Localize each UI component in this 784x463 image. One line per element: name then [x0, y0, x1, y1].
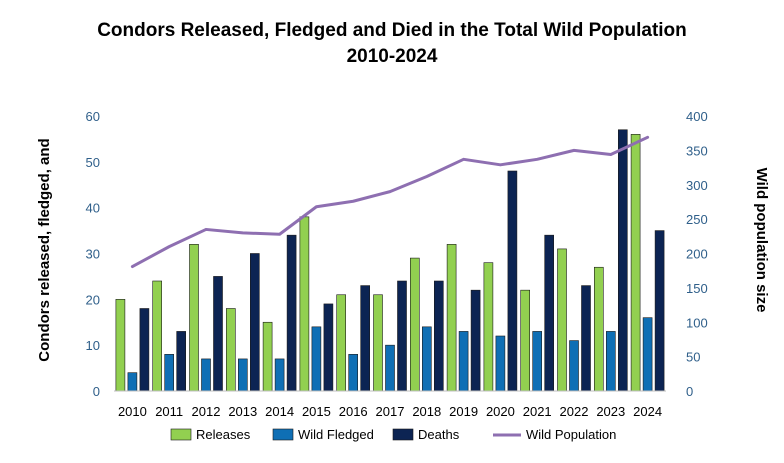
bar-deaths: [544, 234, 555, 392]
y2-tick-label: 100: [686, 315, 708, 330]
y-axis-title: Condors released, fledged, and: [36, 138, 53, 361]
x-tick-label: 2011: [155, 404, 183, 419]
bar-releases: [520, 289, 531, 392]
bar-deaths: [507, 170, 518, 392]
bar-wild-fledged: [238, 358, 248, 392]
x-tick-label: 2012: [192, 404, 221, 419]
legend-label: Deaths: [418, 427, 460, 442]
bar-wild-fledged: [164, 354, 174, 392]
x-tick-label: 2013: [228, 404, 257, 419]
bar-deaths: [250, 253, 260, 392]
x-tick-label: 2024: [633, 404, 662, 419]
bar-deaths: [360, 285, 371, 392]
bar-wild-fledged: [311, 326, 322, 392]
bar-deaths: [397, 280, 407, 392]
chart-title-line: Condors Released, Fledged and Died in th…: [97, 20, 687, 41]
bar-wild-fledged: [201, 358, 211, 392]
x-tick-label: 2018: [412, 404, 441, 419]
x-tick-label: 2019: [449, 404, 478, 419]
legend-swatch: [392, 428, 414, 441]
line-wild-population: [130, 135, 650, 269]
y2-axis-title: Wild population size: [753, 168, 770, 313]
bar-releases: [115, 299, 126, 392]
y2-tick-label: 400: [686, 109, 708, 124]
bar-releases: [593, 266, 604, 392]
bar-wild-fledged: [458, 331, 469, 392]
y2-tick-label: 350: [686, 143, 708, 158]
bar-releases: [336, 294, 347, 392]
bar-wild-fledged: [385, 344, 395, 392]
y-tick-label: 40: [86, 201, 100, 216]
bar-wild-fledged: [495, 335, 506, 392]
bar-deaths: [176, 331, 186, 392]
bar-wild-fledged: [532, 331, 543, 392]
chart-subtitle: 2010-2024: [346, 46, 438, 67]
bar-wild-fledged: [569, 340, 579, 392]
x-tick-label: 2017: [376, 404, 405, 419]
legend-label: Wild Population: [526, 427, 616, 442]
y-tick-label: 20: [86, 292, 100, 307]
y2-tick-label: 200: [686, 247, 708, 262]
x-tick-label: 2023: [596, 404, 625, 419]
bar-releases: [262, 321, 273, 392]
x-tick-label: 2010: [118, 404, 147, 419]
bar-wild-fledged: [642, 317, 653, 392]
bar-releases: [152, 280, 162, 392]
bar-deaths: [617, 129, 628, 392]
y2-tick-label: 250: [686, 212, 708, 227]
bar-releases: [630, 134, 641, 392]
bar-deaths: [470, 289, 481, 392]
bar-releases: [409, 257, 420, 392]
bar-wild-fledged: [605, 331, 616, 392]
y-tick-label: 10: [86, 338, 100, 353]
x-tick-label: 2016: [339, 404, 368, 419]
bar-releases: [299, 216, 310, 392]
y2-tick-label: 300: [686, 178, 708, 193]
bar-releases: [557, 248, 567, 392]
chart-title: Condors Released, Fledged and Died in th…: [0, 18, 784, 70]
x-tick-label: 2021: [523, 404, 552, 419]
bar-wild-fledged: [274, 358, 285, 392]
bar-releases: [373, 294, 383, 392]
bar-deaths: [139, 308, 150, 392]
legend-label: Wild Fledged: [298, 427, 374, 442]
bar-releases: [189, 244, 199, 392]
legend-label: Releases: [196, 427, 251, 442]
bar-deaths: [654, 230, 665, 392]
bar-deaths: [213, 276, 223, 392]
bar-releases: [483, 262, 494, 392]
bar-deaths: [433, 280, 444, 392]
y-tick-label: 50: [86, 155, 100, 170]
bar-releases: [446, 244, 457, 392]
bar-deaths: [581, 285, 591, 392]
bar-wild-fledged: [348, 354, 359, 392]
y-tick-label: 30: [86, 247, 100, 262]
legend-swatch: [170, 428, 192, 441]
bar-releases: [226, 308, 236, 392]
x-tick-label: 2015: [302, 404, 331, 419]
y2-tick-label: 0: [686, 384, 693, 399]
bar-deaths: [286, 234, 297, 392]
legend-swatch: [272, 428, 294, 441]
x-tick-label: 2022: [560, 404, 589, 419]
bar-deaths: [323, 303, 334, 392]
y2-tick-label: 50: [686, 350, 700, 365]
bar-wild-fledged: [421, 326, 432, 392]
x-tick-label: 2014: [265, 404, 294, 419]
y-tick-label: 0: [93, 384, 100, 399]
bar-wild-fledged: [127, 372, 138, 392]
y2-tick-label: 150: [686, 281, 708, 296]
y-tick-label: 60: [86, 109, 100, 124]
x-tick-label: 2020: [486, 404, 515, 419]
